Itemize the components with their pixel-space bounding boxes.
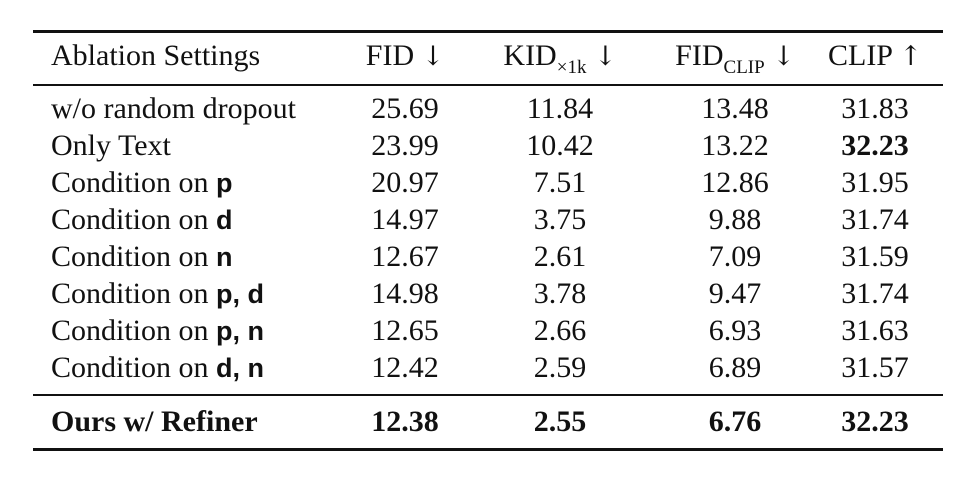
row-label: Only Text	[51, 129, 171, 162]
table-row: w/o random dropout 25.69 11.84 13.48 31.…	[0, 91, 972, 127]
kid-value: 3.78	[533, 277, 587, 310]
table-top-rule	[33, 30, 943, 33]
header-clip-label: CLIP	[827, 39, 892, 72]
fid-value: 12.42	[371, 351, 439, 384]
kid-value: 2.59	[533, 351, 587, 384]
header-kid-subscript: ×1k	[556, 57, 587, 78]
row-label: Condition on p, d	[51, 277, 265, 310]
clip-value: 31.83	[841, 92, 909, 125]
clip-value: 31.57	[841, 351, 909, 384]
kid-value: 7.51	[533, 166, 587, 199]
header-fid-label: FID	[365, 39, 415, 72]
row-label: Condition on d	[51, 203, 233, 236]
clip-value-best: 32.23	[841, 129, 909, 162]
final-row-label: Ours w/ Refiner	[51, 405, 258, 438]
kid-value: 11.84	[526, 92, 594, 125]
row-label: Condition on d, n	[51, 351, 265, 384]
header-separator-rule	[33, 84, 943, 86]
arrow-down-icon: ↓	[593, 41, 617, 72]
fid-clip-value: 13.22	[701, 129, 769, 162]
clip-value: 31.74	[841, 277, 909, 310]
fid-value: 20.97	[371, 166, 439, 199]
table-bottom-rule	[33, 448, 943, 451]
final-separator-rule	[33, 394, 943, 396]
header-kid-label: KID	[503, 39, 557, 72]
final-fid-value: 12.38	[371, 405, 439, 438]
fid-value: 14.98	[371, 277, 439, 310]
clip-value: 31.95	[841, 166, 909, 199]
fid-clip-value: 9.88	[708, 203, 762, 236]
row-label: Condition on n	[51, 240, 233, 273]
table-row: Condition on d 14.97 3.75 9.88 31.74	[0, 202, 972, 238]
fid-clip-value: 7.09	[708, 240, 762, 273]
fid-value: 14.97	[371, 203, 439, 236]
kid-value: 3.75	[533, 203, 587, 236]
table-row: Only Text 23.99 10.42 13.22 32.23	[0, 128, 972, 164]
arrow-down-icon: ↓	[772, 41, 795, 72]
fid-clip-value: 6.93	[708, 314, 762, 347]
header-kid: KID×1k ↓	[485, 38, 635, 78]
fid-clip-value: 13.48	[701, 92, 769, 125]
header-fid-clip-subscript: CLIP	[723, 57, 765, 78]
row-label: w/o random dropout	[51, 92, 296, 125]
table-row: Condition on p, d 14.98 3.78 9.47 31.74	[0, 276, 972, 312]
table-row: Condition on p, n 12.65 2.66 6.93 31.63	[0, 313, 972, 349]
fid-value: 12.65	[371, 314, 439, 347]
fid-value: 23.99	[371, 129, 439, 162]
arrow-down-icon: ↓	[421, 41, 445, 72]
clip-value: 31.63	[841, 314, 909, 347]
header-fid-clip: FIDCLIP ↓	[655, 38, 815, 78]
header-fid-clip-label: FID	[675, 39, 724, 72]
table-row: Condition on n 12.67 2.61 7.09 31.59	[0, 239, 972, 275]
kid-value: 2.61	[533, 240, 587, 273]
table-header-row: Ablation Settings FID ↓ KID×1k ↓ FIDCLIP…	[0, 38, 972, 78]
arrow-up-icon: ↑	[899, 41, 923, 72]
fid-clip-value: 9.47	[708, 277, 762, 310]
final-fid-clip-value: 6.76	[708, 405, 762, 438]
header-ablation-settings: Ablation Settings	[51, 39, 261, 72]
fid-clip-value: 6.89	[708, 351, 762, 384]
clip-value: 31.59	[841, 240, 909, 273]
header-fid: FID ↓	[355, 38, 455, 74]
fid-clip-value: 12.86	[701, 166, 769, 199]
row-label: Condition on p, n	[51, 314, 265, 347]
row-label: Condition on p	[51, 166, 233, 199]
final-clip-value: 32.23	[841, 405, 909, 438]
table-row: Condition on p 20.97 7.51 12.86 31.95	[0, 165, 972, 201]
header-clip: CLIP ↑	[815, 38, 935, 74]
table-row: Condition on d, n 12.42 2.59 6.89 31.57	[0, 350, 972, 386]
fid-value: 25.69	[371, 92, 439, 125]
kid-value: 10.42	[526, 129, 594, 162]
kid-value: 2.66	[533, 314, 587, 347]
final-kid-value: 2.55	[533, 405, 587, 438]
table-row-final: Ours w/ Refiner 12.38 2.55 6.76 32.23	[0, 404, 972, 440]
clip-value: 31.74	[841, 203, 909, 236]
fid-value: 12.67	[371, 240, 439, 273]
